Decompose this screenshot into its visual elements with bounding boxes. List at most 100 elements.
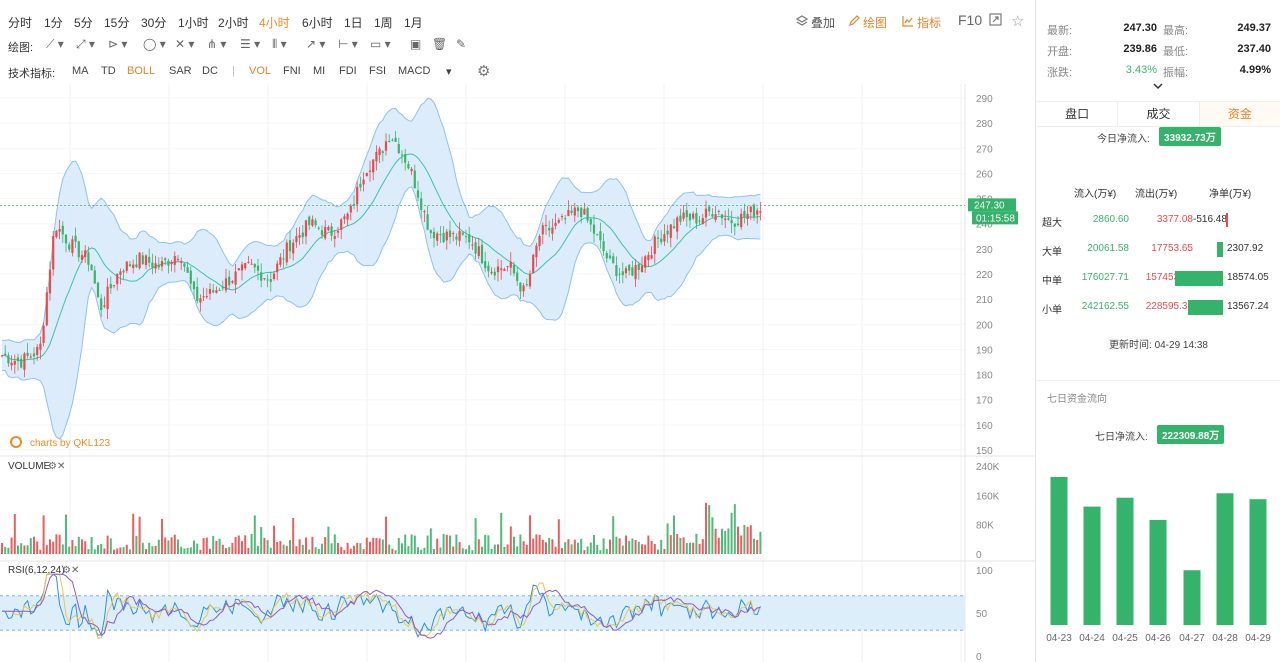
volume-bar xyxy=(583,550,586,554)
period-7[interactable]: 4小时 xyxy=(259,16,290,30)
pattern-tool-icon[interactable]: ⋔ ▾ xyxy=(207,37,227,51)
candle-body xyxy=(432,231,436,239)
candle-body xyxy=(77,241,80,258)
tab-trades[interactable]: 成交 xyxy=(1118,102,1200,126)
arrow-tool-icon[interactable]: ↗ ▾ xyxy=(306,37,326,51)
indicator-more-icon[interactable]: ▾ xyxy=(446,66,452,78)
candle-body xyxy=(212,290,215,293)
candle-body xyxy=(730,219,733,224)
candle-body xyxy=(100,298,103,311)
indicator-mi[interactable]: MI xyxy=(313,65,326,77)
volume-bar xyxy=(522,541,525,554)
fullscreen-button[interactable] xyxy=(989,13,1002,29)
period-8[interactable]: 6小时 xyxy=(302,16,333,30)
indicator-toolbar-label: 技术指标: xyxy=(8,68,56,80)
candle-body xyxy=(573,207,576,216)
indicator-button[interactable]: 指标 xyxy=(902,14,941,31)
trash-icon[interactable]: 🗑︎ xyxy=(432,37,448,51)
eraser-icon[interactable]: ✎ xyxy=(456,37,467,51)
overlay-button[interactable]: 叠加 xyxy=(795,14,835,31)
gann-tool-icon[interactable]: ⦀ ▾ xyxy=(272,37,287,51)
draw-button[interactable]: 绘图 xyxy=(848,14,887,31)
candle-body xyxy=(196,286,199,302)
period-5[interactable]: 1小时 xyxy=(178,16,209,30)
volume-bar xyxy=(381,539,384,554)
period-11[interactable]: 1月 xyxy=(404,16,423,30)
f10-button[interactable]: F10 xyxy=(958,12,982,28)
volume-bar xyxy=(756,539,759,554)
indicator-vol[interactable]: VOL xyxy=(249,65,272,77)
period-1[interactable]: 1分 xyxy=(44,16,63,30)
candle-body xyxy=(413,170,416,189)
candle-body xyxy=(13,360,16,365)
today-inflow-label: 今日净流入: xyxy=(1097,134,1150,145)
period-4[interactable]: 30分 xyxy=(141,16,167,30)
candle-body xyxy=(746,213,749,220)
indicator-dc[interactable]: DC xyxy=(202,65,218,77)
f10-label: F10 xyxy=(958,12,983,28)
volume-bar xyxy=(605,548,608,554)
volume-bar xyxy=(295,546,298,554)
polyline-tool-icon[interactable]: ⊳ ▾ xyxy=(108,37,128,51)
volume-bar xyxy=(401,543,403,554)
price-axis-label: 160 xyxy=(976,421,993,432)
candle-body xyxy=(295,236,298,243)
volume-bar xyxy=(289,540,291,554)
period-9[interactable]: 1日 xyxy=(344,16,363,30)
volume-bar xyxy=(503,546,506,554)
candle-body xyxy=(442,232,445,243)
flow-row-net: 13567.24 xyxy=(1227,301,1269,312)
indicator-boll[interactable]: BOLL xyxy=(127,65,156,77)
expand-chevron-icon[interactable] xyxy=(1152,80,1164,94)
volume-bar xyxy=(452,546,455,554)
kline-chart[interactable]: 2902802702602502402302202102001901801701… xyxy=(0,84,1036,662)
lock-icon[interactable]: ▣ xyxy=(410,37,422,51)
candle-body xyxy=(160,261,164,267)
volume-bar xyxy=(653,543,656,554)
period-0[interactable]: 分时 xyxy=(8,16,33,30)
volume-bar xyxy=(749,525,752,554)
cross-tool-icon[interactable]: ✕ ▾ xyxy=(175,37,195,51)
candle-body xyxy=(458,231,461,241)
candle-body xyxy=(381,151,384,154)
flow-net-bar xyxy=(1175,271,1223,286)
quote-latest: 最新: 247.30 xyxy=(1047,22,1157,38)
tab-funds[interactable]: 资金 xyxy=(1199,102,1280,126)
period-6[interactable]: 2小时 xyxy=(218,16,249,30)
candle-body xyxy=(125,261,128,271)
volume-bar xyxy=(173,534,176,554)
period-2[interactable]: 5分 xyxy=(74,16,93,30)
indicator-label: 指标 xyxy=(917,16,942,30)
volume-bar xyxy=(100,544,103,554)
indicator-td[interactable]: TD xyxy=(101,65,116,77)
candle-body xyxy=(311,219,314,226)
ray-tool-icon[interactable]: ⤢ ▾ xyxy=(76,37,95,51)
measure-tool-icon[interactable]: ⊢ ▾ xyxy=(338,37,358,51)
note-tool-icon[interactable]: ▭ ▾ xyxy=(370,37,391,51)
period-3[interactable]: 15分 xyxy=(104,16,130,30)
shape-tool-icon[interactable]: ◯ ▾ xyxy=(143,37,166,51)
indicator-fsi[interactable]: FSI xyxy=(369,65,387,77)
candle-body xyxy=(464,236,468,238)
volume-bar xyxy=(468,545,471,554)
indicator-ma[interactable]: MA xyxy=(72,65,89,77)
period-10[interactable]: 1周 xyxy=(374,16,393,30)
favorite-button[interactable]: ☆ xyxy=(1011,12,1024,30)
tab-orderbook[interactable]: 盘口 xyxy=(1037,102,1119,126)
candle-body xyxy=(384,141,388,151)
indicator-fni[interactable]: FNI xyxy=(283,65,301,77)
volume-bar xyxy=(36,541,39,554)
candle-body xyxy=(340,219,343,230)
indicator-fdi[interactable]: FDI xyxy=(339,65,357,77)
line-tool-icon[interactable]: ⟋ ▾ xyxy=(46,37,64,51)
price-axis-label: 230 xyxy=(976,245,993,256)
indicator-macd[interactable]: MACD xyxy=(398,65,431,77)
volume-bar xyxy=(305,537,307,554)
volume-bar xyxy=(541,539,544,554)
indicator-settings-gear-icon[interactable]: ⚙ xyxy=(477,63,491,80)
seven-day-date: 04-24 xyxy=(1079,633,1105,644)
volume-bar xyxy=(634,540,637,554)
volume-bar xyxy=(669,535,672,554)
indicator-sar[interactable]: SAR xyxy=(169,65,192,77)
fib-tool-icon[interactable]: ☰ ▾ xyxy=(240,37,261,51)
